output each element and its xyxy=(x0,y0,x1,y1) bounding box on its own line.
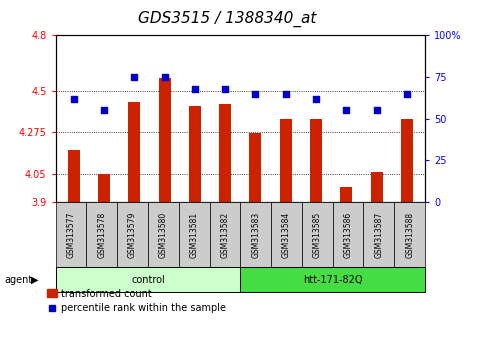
Bar xyxy=(189,105,201,202)
Bar xyxy=(98,174,110,202)
Legend: transformed count, percentile rank within the sample: transformed count, percentile rank withi… xyxy=(43,285,230,317)
Text: GSM313580: GSM313580 xyxy=(159,211,168,258)
Point xyxy=(403,91,411,96)
Point xyxy=(282,91,290,96)
Bar xyxy=(249,133,261,202)
Text: GSM313587: GSM313587 xyxy=(374,211,384,258)
Text: GSM313577: GSM313577 xyxy=(67,211,75,258)
Text: GSM313586: GSM313586 xyxy=(343,211,353,258)
Text: GSM313578: GSM313578 xyxy=(97,211,106,258)
Point xyxy=(312,96,320,102)
Bar xyxy=(370,172,383,202)
Text: agent: agent xyxy=(5,275,33,285)
Text: GSM313581: GSM313581 xyxy=(190,211,199,258)
Text: GSM313579: GSM313579 xyxy=(128,211,137,258)
Text: GSM313584: GSM313584 xyxy=(282,211,291,258)
Point xyxy=(221,86,229,91)
Text: control: control xyxy=(131,275,165,285)
Text: htt-171-82Q: htt-171-82Q xyxy=(303,275,362,285)
Bar xyxy=(158,78,170,202)
Text: GSM313582: GSM313582 xyxy=(220,211,229,258)
Point xyxy=(130,74,138,80)
Bar xyxy=(68,150,80,202)
Text: ▶: ▶ xyxy=(31,275,39,285)
Bar xyxy=(219,104,231,202)
Text: GSM313585: GSM313585 xyxy=(313,211,322,258)
Text: GSM313583: GSM313583 xyxy=(251,211,260,258)
Bar xyxy=(340,187,353,202)
Point xyxy=(70,96,78,102)
Bar xyxy=(128,102,141,202)
Point xyxy=(161,74,169,80)
Point xyxy=(342,108,350,113)
Bar xyxy=(310,119,322,202)
Point xyxy=(100,108,108,113)
Bar xyxy=(280,119,292,202)
Bar xyxy=(401,119,413,202)
Text: GDS3515 / 1388340_at: GDS3515 / 1388340_at xyxy=(138,11,316,27)
Point xyxy=(191,86,199,91)
Text: GSM313588: GSM313588 xyxy=(405,211,414,258)
Point xyxy=(252,91,259,96)
Point xyxy=(373,108,381,113)
